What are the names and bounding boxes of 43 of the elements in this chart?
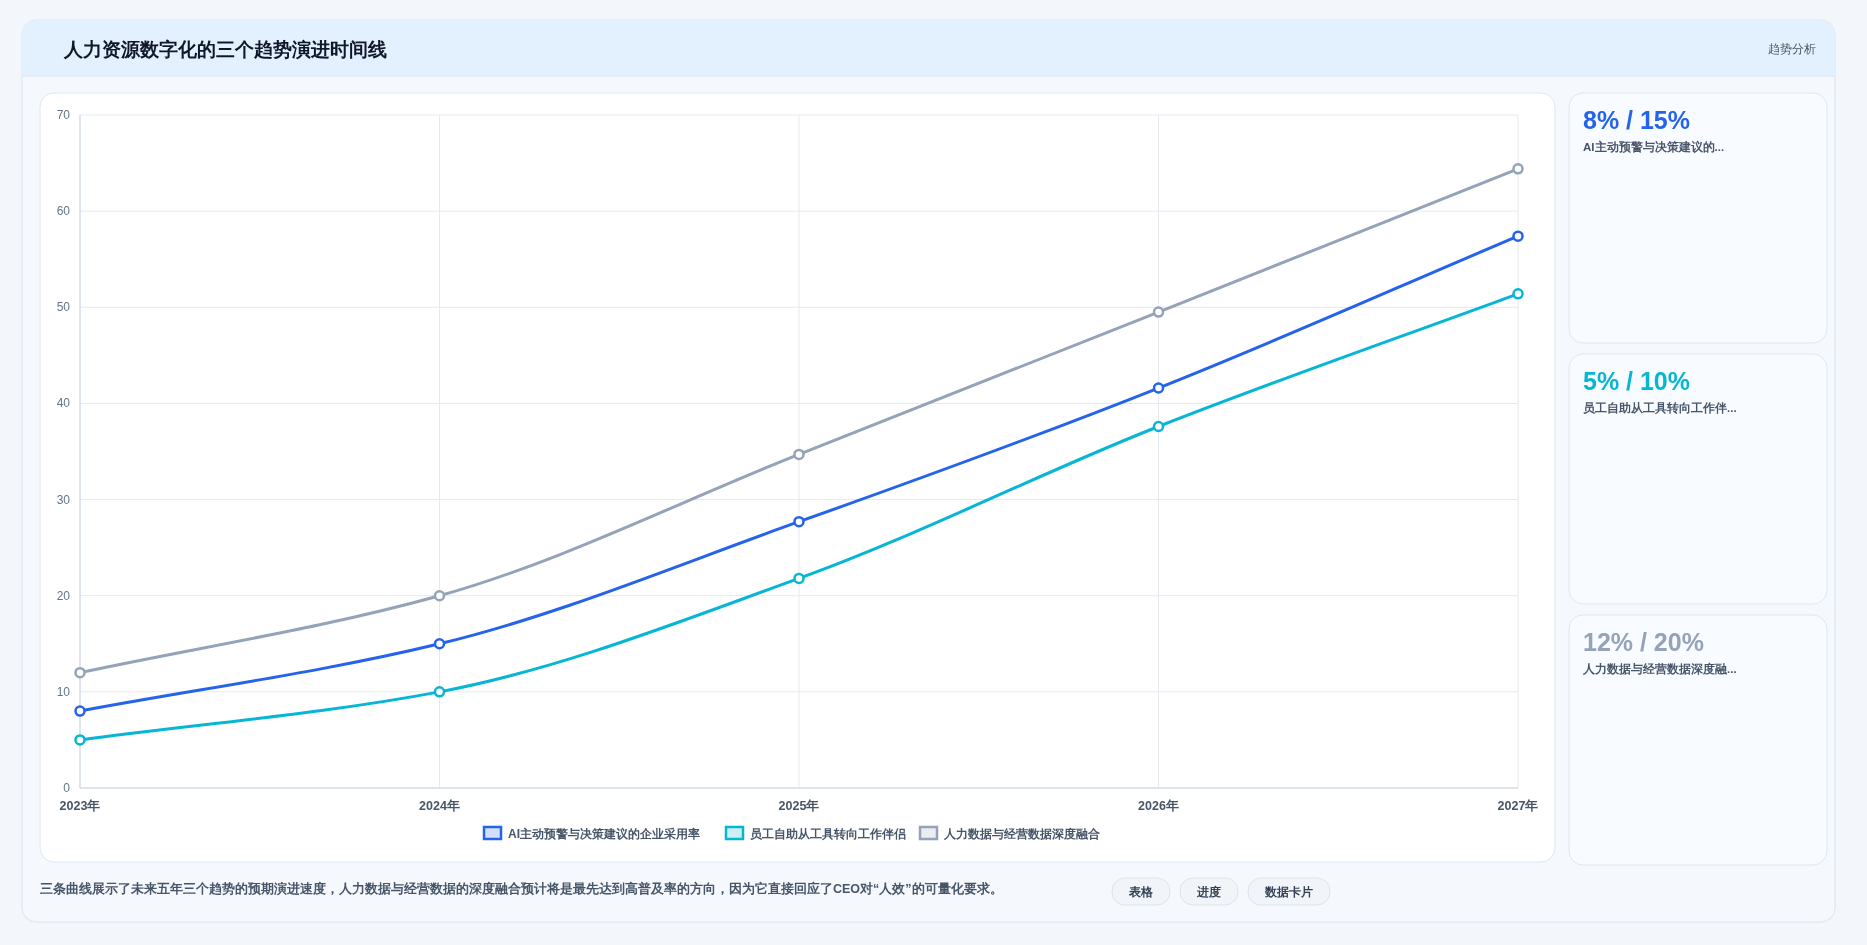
text: 进度 (1196, 885, 1221, 898)
point (1152, 382, 1165, 394)
point (74, 734, 86, 746)
y-tick-label: 60 (56, 204, 71, 219)
point (433, 686, 446, 698)
text: 三条曲线展示了未来五年三个趋势的预期演进速度，人力数据与经营数据的深度融合预计将是最先达到高普及率的方向，因为它直接回应了CEO对“人效”的可量化要求。 (40, 881, 1003, 896)
legend-label: 员工自助从工具转向工作伴侣 (750, 826, 906, 841)
text: 数据卡片 (1264, 885, 1313, 899)
text: AI主动预警与决策建议的... (1583, 140, 1725, 154)
point (433, 638, 446, 650)
text: 12% / 20% (1583, 628, 1704, 656)
text: 员工自助从工具转向工作伴... (1583, 401, 1737, 415)
chart-title: 人力资源数字化的三个趋势演进时间线 (63, 39, 387, 60)
text: 8% / 15% (1583, 106, 1691, 134)
point (433, 589, 446, 602)
y-tick-label: 70 (56, 108, 71, 122)
y-tick-label: 30 (56, 492, 71, 507)
x-tick-label: 2025年 (778, 799, 820, 813)
point (1152, 420, 1165, 433)
y-tick-label: 0 (63, 781, 71, 795)
x-tick-label: 2026年 (1138, 799, 1179, 813)
x-tick-label: 2023年 (59, 799, 101, 813)
y-tick-label: 50 (56, 300, 71, 315)
point (793, 572, 805, 585)
y-tick-label: 20 (56, 588, 71, 603)
x-tick-label: 2027年 (1497, 799, 1539, 813)
point (793, 515, 805, 528)
text: 表格 (1128, 885, 1154, 898)
point (1512, 230, 1524, 242)
point (1152, 306, 1165, 318)
legend-label: AI主动预警与决策建议的企业采用率 (508, 826, 700, 841)
y-tick-label: 10 (56, 684, 71, 699)
point (74, 666, 86, 679)
text: 5% / 10% (1583, 367, 1691, 395)
point (1512, 163, 1524, 175)
y-tick-label: 40 (56, 396, 71, 411)
text: 趋势分析 (1768, 42, 1816, 56)
point (793, 448, 805, 461)
x-tick-label: 2024年 (419, 799, 460, 813)
legend-label: 人力数据与经营数据深度融合 (943, 826, 1101, 841)
point (74, 705, 86, 717)
text: 人力数据与经营数据深度融... (1582, 662, 1737, 676)
point (1512, 288, 1524, 300)
